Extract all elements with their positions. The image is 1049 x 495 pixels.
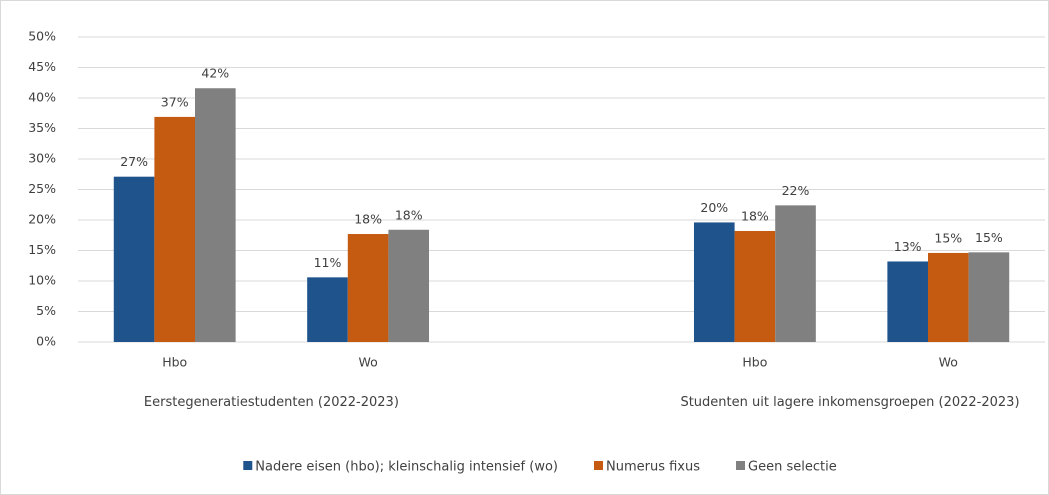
- bar: [927, 252, 969, 342]
- value-label: 22%: [782, 183, 810, 198]
- y-tick-label: 45%: [28, 59, 56, 74]
- bar: [968, 252, 1010, 342]
- x-tick-label: Hbo: [162, 355, 187, 370]
- value-label: 15%: [975, 230, 1003, 245]
- y-tick-label: 20%: [28, 212, 56, 227]
- value-label: 15%: [934, 230, 962, 245]
- y-tick-label: 0%: [36, 334, 56, 349]
- group-label: Studenten uit lagere inkomensgroepen (20…: [680, 395, 1020, 410]
- value-label: 37%: [161, 94, 189, 109]
- bar: [347, 234, 389, 342]
- value-label: 18%: [395, 207, 423, 222]
- y-tick-label: 25%: [28, 181, 56, 196]
- value-label: 13%: [894, 239, 922, 254]
- value-label: 11%: [314, 255, 342, 270]
- bar: [734, 230, 776, 342]
- legend-label: Geen selectie: [748, 460, 837, 475]
- value-label: 27%: [120, 154, 148, 169]
- value-label: 20%: [700, 200, 728, 215]
- bar: [388, 229, 430, 342]
- legend-swatch: [594, 461, 604, 470]
- legend-swatch: [736, 461, 746, 470]
- legend-label: Nadere eisen (hbo); kleinschalig intensi…: [255, 460, 558, 475]
- y-tick-label: 50%: [28, 29, 56, 44]
- bar: [195, 88, 236, 343]
- x-tick-label: Hbo: [742, 355, 767, 370]
- legend-swatch: [243, 461, 253, 470]
- y-tick-label: 15%: [28, 242, 56, 257]
- group-label: Eerstegeneratiestudenten (2022-2023): [143, 395, 399, 410]
- bar: [887, 261, 928, 342]
- value-label: 42%: [201, 66, 229, 81]
- y-tick-label: 30%: [28, 151, 56, 166]
- value-label: 18%: [741, 208, 769, 223]
- y-tick-label: 5%: [36, 303, 56, 318]
- y-tick-label: 35%: [28, 120, 56, 135]
- bar: [775, 205, 816, 342]
- x-tick-label: Wo: [358, 355, 377, 370]
- y-tick-label: 10%: [28, 273, 56, 288]
- legend-label: Numerus fixus: [606, 460, 700, 475]
- bar: [307, 277, 348, 342]
- bar: [113, 176, 155, 342]
- x-tick-label: Wo: [939, 355, 958, 370]
- bar: [693, 222, 735, 342]
- value-label: 18%: [354, 212, 382, 227]
- bar: [154, 116, 196, 342]
- y-tick-label: 40%: [28, 90, 56, 105]
